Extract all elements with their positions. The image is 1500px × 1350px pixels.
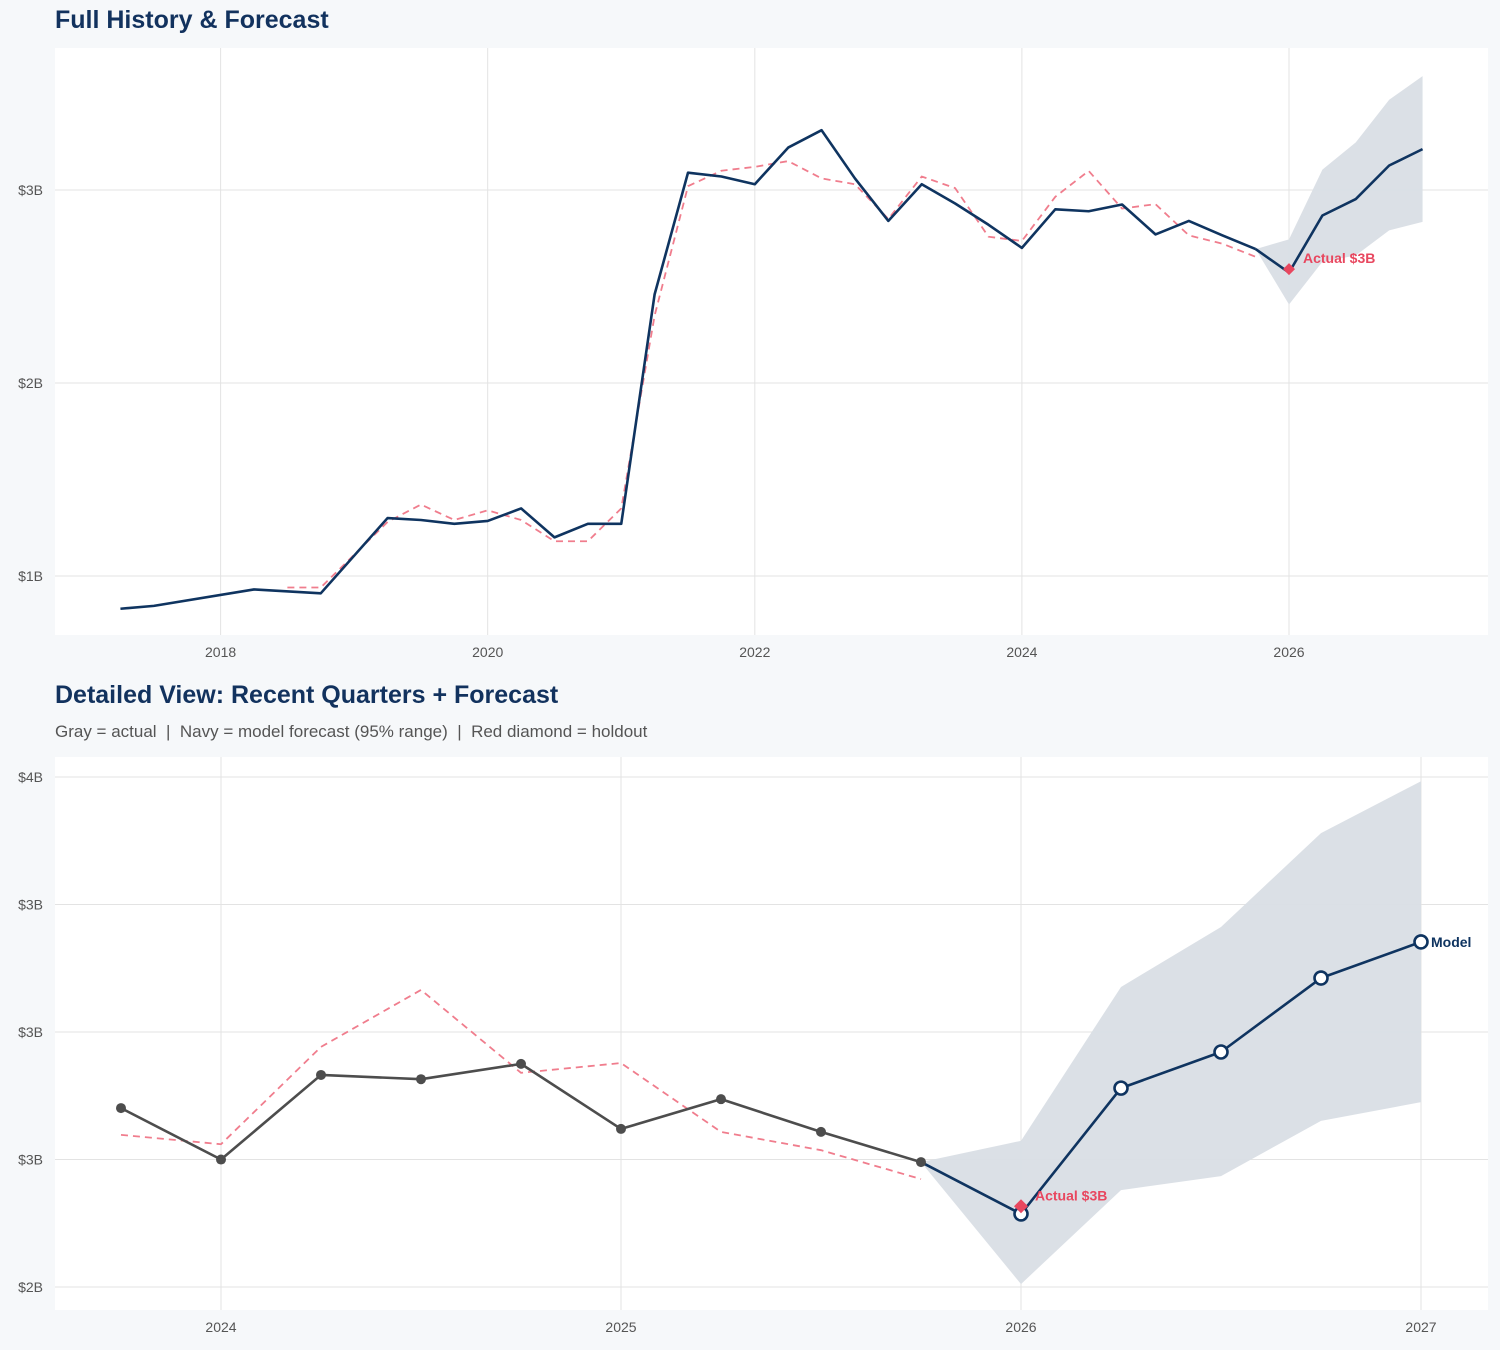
dashed-comparison-line <box>120 988 922 1180</box>
x-tick-label: 2024 <box>1006 644 1037 660</box>
actual-point <box>716 1094 726 1105</box>
chart-subtitle-detailed-view: Gray = actual | Navy = model forecast (9… <box>55 722 648 741</box>
actual-point <box>116 1103 126 1114</box>
chart-title-full-history: Full History & Forecast <box>55 6 329 34</box>
y-tick-label: $3B <box>18 1152 43 1168</box>
forecast-point <box>1413 934 1429 950</box>
actual-point <box>816 1126 826 1137</box>
dashed-comparison-line <box>287 160 1256 589</box>
x-tick-label: 2027 <box>1405 1319 1436 1335</box>
x-tick-label: 2020 <box>472 644 503 660</box>
forecast-confidence-band <box>921 781 1421 1285</box>
forecast-point <box>1313 970 1329 986</box>
holdout-label: Actual $3B <box>1035 1187 1107 1203</box>
y-tick-label: $3B <box>18 182 43 198</box>
actual-point <box>616 1123 626 1134</box>
holdout-label: Actual $3B <box>1303 250 1375 266</box>
actual-point <box>216 1154 226 1165</box>
chart-2: $2B $3B $3B $3B $4B 2024 2025 2026 2027 Actual $3… <box>18 757 1488 1335</box>
y-tick-label: $2B <box>18 375 43 391</box>
x-tick-label: 2024 <box>205 1319 236 1335</box>
x-tick-label: 2018 <box>205 644 236 660</box>
forecast-point <box>1213 1044 1229 1060</box>
holdout-diamond-marker <box>1283 263 1296 276</box>
actual-point <box>416 1074 426 1085</box>
x-tick-label: 2026 <box>1273 644 1304 660</box>
actual-point <box>916 1157 926 1168</box>
forecast-confidence-band <box>1255 76 1423 305</box>
forecast-line <box>920 940 1422 1216</box>
y-tick-label: $1B <box>18 568 43 584</box>
chart-1: $1B $2B $3B 2018 2020 2022 2024 2026 Actual $3B <box>18 48 1488 660</box>
actual-point <box>516 1058 526 1069</box>
actual-point <box>316 1069 326 1080</box>
forecast-line <box>1254 147 1424 274</box>
x-tick-label: 2026 <box>1005 1319 1036 1335</box>
y-tick-label: $4B <box>18 769 43 785</box>
x-tick-label: 2025 <box>605 1319 636 1335</box>
x-tick-label: 2022 <box>739 644 770 660</box>
actual-line <box>120 128 1257 611</box>
y-tick-label: $3B <box>18 1024 43 1040</box>
forecast-point <box>1113 1080 1129 1096</box>
chart-title-detailed-view: Detailed View: Recent Quarters + Forecas… <box>55 681 559 709</box>
holdout-diamond-marker <box>1014 1199 1028 1214</box>
model-end-label: Model <box>1431 934 1471 950</box>
y-tick-label: $2B <box>18 1279 43 1295</box>
y-tick-label: $3B <box>18 896 43 912</box>
plot-area <box>55 48 1488 635</box>
